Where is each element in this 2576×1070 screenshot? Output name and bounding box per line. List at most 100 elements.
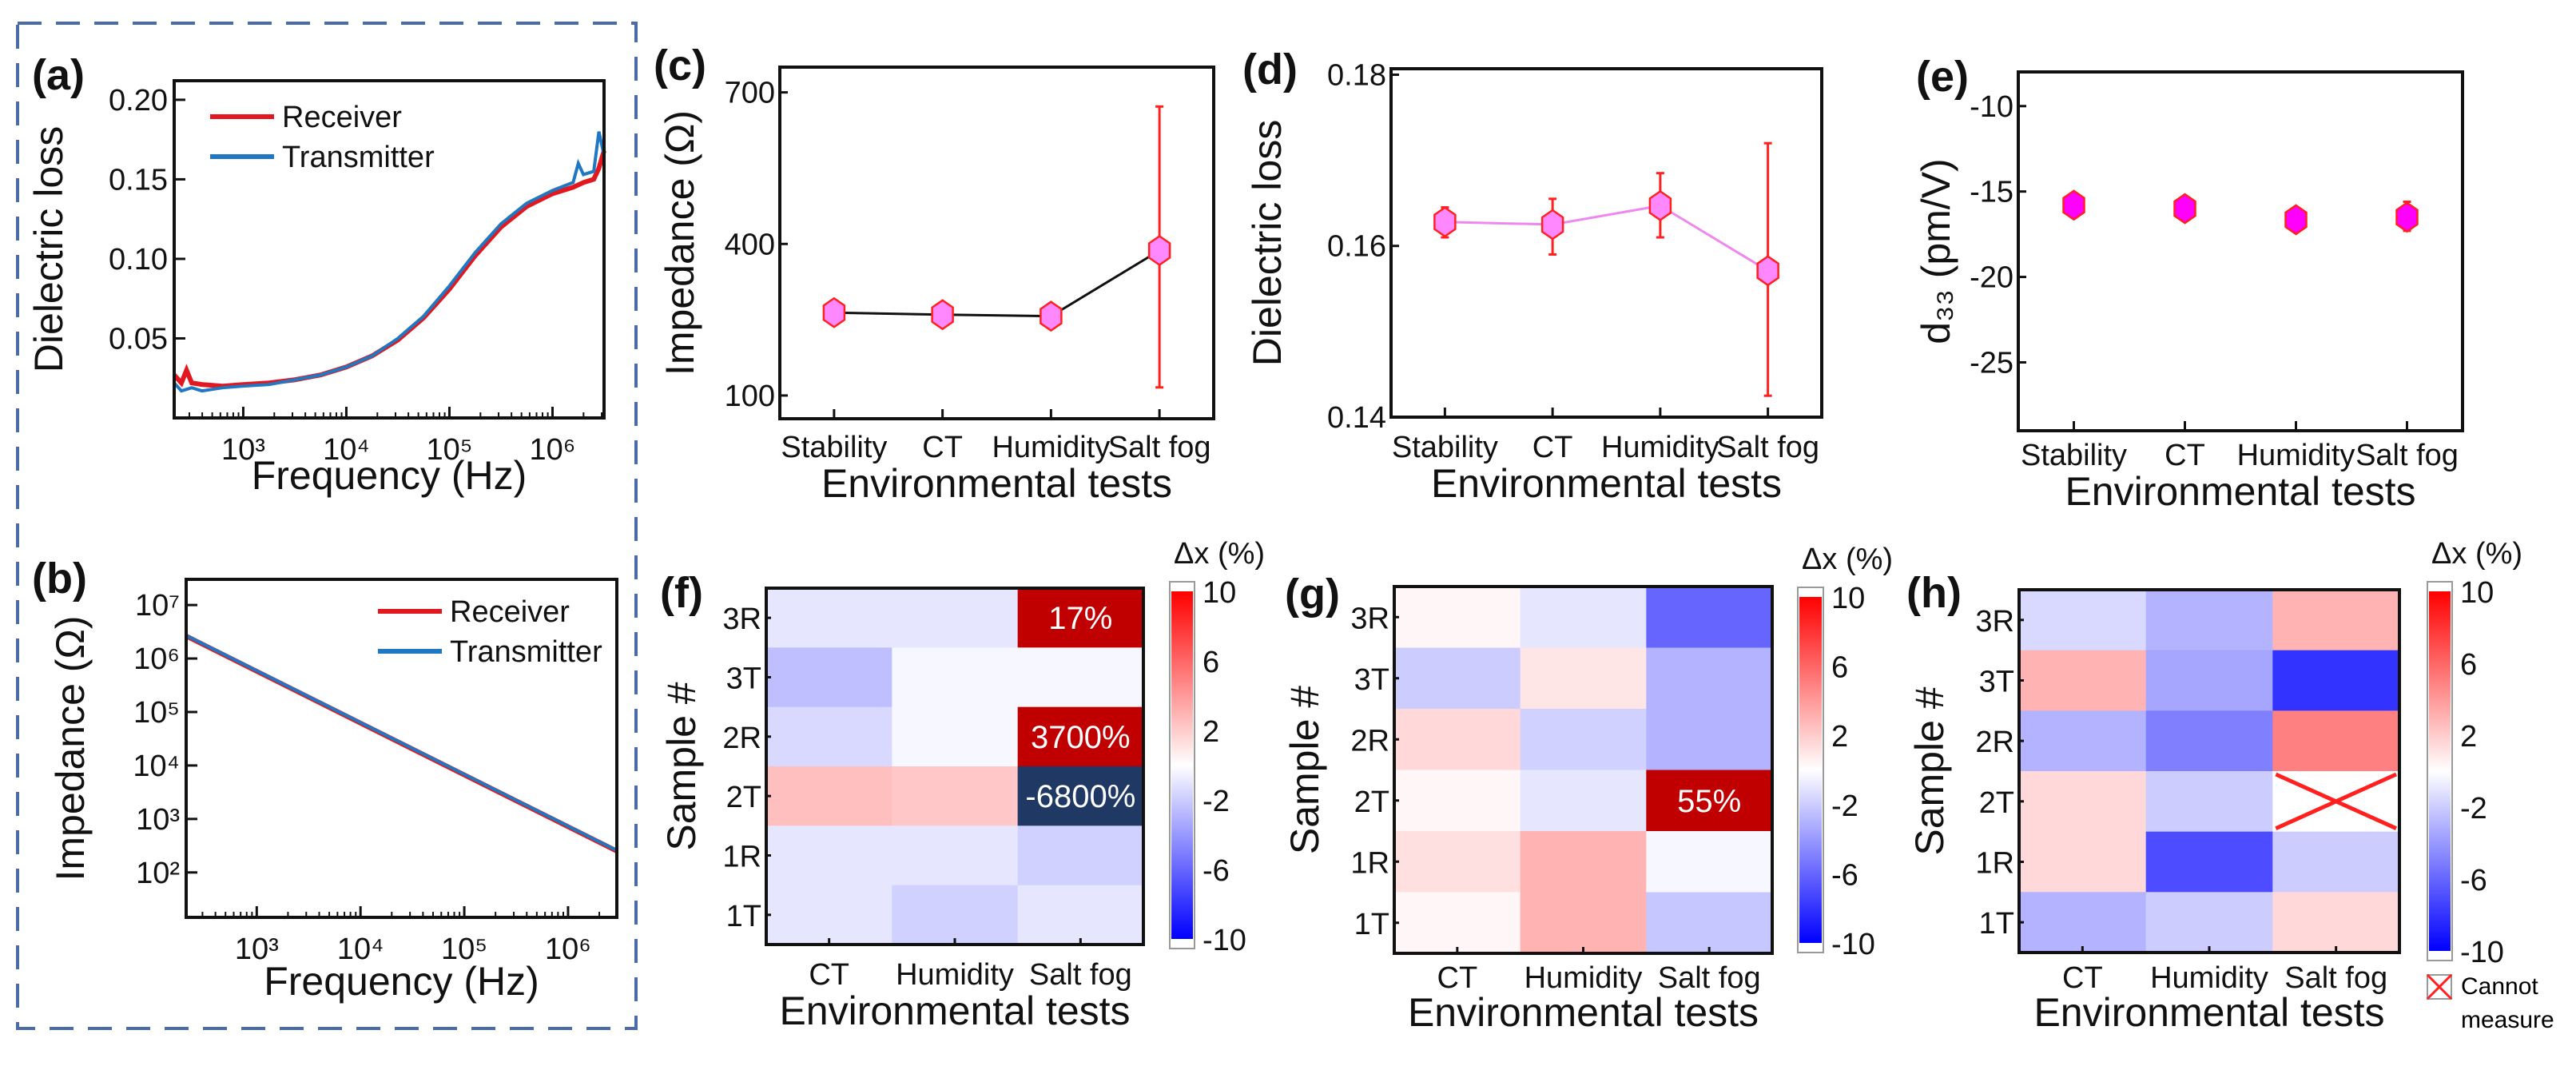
legend-label-transmitter: Transmitter (450, 635, 602, 669)
heatmap-cell (2145, 650, 2273, 711)
heatmap-cell (1520, 587, 1647, 648)
data-point-salt-fog (1756, 255, 1779, 287)
row-label-2t: 2T (1354, 786, 1389, 819)
data-point-humidity (1648, 189, 1672, 221)
x-tick-label: Salt fog (2355, 439, 2459, 472)
data-point-ct (1540, 209, 1564, 241)
column-label: Humidity (2150, 961, 2268, 995)
x-tick-label: 10⁴ (337, 933, 384, 966)
panel-label-b: (b) (32, 555, 87, 603)
plot-frame-a (173, 79, 606, 420)
y-axis-title-g: Sample # (1282, 686, 1327, 854)
cell-annotation: 55% (1677, 784, 1741, 819)
heatmap-cell (1520, 770, 1647, 832)
legend-label-receiver: Receiver (282, 101, 402, 134)
heatmap-cell (1394, 892, 1521, 954)
x-axis-title-b: Frequency (Hz) (264, 959, 539, 1004)
y-tick-label: -15 (1970, 176, 2013, 209)
column-label: Humidity (896, 958, 1014, 992)
series-line-receiver (172, 149, 606, 389)
heatmap-cell (1394, 831, 1521, 893)
column-label: Salt fog (2284, 961, 2387, 995)
heatmap-cell (2019, 710, 2147, 772)
column-label: CT (809, 958, 849, 992)
heatmap-cell (1520, 709, 1647, 770)
heatmap-cell (766, 766, 892, 826)
data-point-humidity (1040, 300, 1063, 332)
heatmap-cell (1646, 892, 1773, 954)
heatmap-cell (1017, 885, 1144, 945)
data-point-stability (1433, 206, 1457, 238)
data-point-humidity (2284, 204, 2308, 236)
colorbar-tick-label: 10 (2460, 576, 2494, 610)
data-point-stability (2062, 189, 2085, 221)
panel-label-e: (e) (1916, 53, 1969, 101)
row-label-1t: 1T (1979, 907, 2014, 941)
heatmap-cell (1520, 647, 1647, 710)
data-point-salt-fog (2395, 201, 2419, 233)
x-tick-label: CT (2165, 439, 2205, 472)
x-tick-label: 10⁵ (441, 933, 487, 966)
heatmap-cell (766, 825, 892, 886)
x-tick-label: Humidity (992, 431, 1110, 464)
connecting-line (1445, 204, 1769, 272)
y-tick-label: 0.05 (109, 322, 168, 356)
legend-label-transmitter: Transmitter (282, 141, 435, 174)
row-label-3r: 3R (1350, 602, 1389, 635)
row-label-3t: 3T (1979, 666, 2014, 699)
heatmap-cell (892, 647, 1019, 708)
row-label-2r: 2R (722, 722, 761, 755)
x-tick-label: Humidity (1601, 431, 1719, 464)
y-axis-title-b: Impedance (Ω) (48, 616, 93, 881)
plot-frame-e (2017, 70, 2464, 432)
x-tick-label: 10⁶ (545, 933, 591, 966)
column-label: Salt fog (1658, 961, 1761, 995)
colorbar-tick-label: -6 (1831, 858, 1858, 892)
heatmap-cell (1646, 647, 1773, 710)
heatmap-cell (1017, 647, 1144, 708)
row-label-3r: 3R (722, 603, 761, 636)
x-tick-label: 10³ (221, 433, 265, 467)
y-tick-label: 0.10 (109, 243, 168, 276)
colorbar (2429, 591, 2451, 951)
connecting-line (833, 249, 1160, 318)
row-label-1t: 1T (1354, 908, 1389, 941)
y-axis-title-e: d₃₃ (pm/V) (1914, 158, 1958, 344)
heatmap-cell (1646, 831, 1773, 893)
heatmap-cell (892, 766, 1019, 826)
heatmap-cell (2019, 831, 2147, 893)
panel-label-d: (d) (1242, 46, 1298, 93)
row-label-1r: 1R (722, 841, 761, 874)
row-label-3r: 3R (1975, 605, 2014, 638)
heatmap-cell (1520, 892, 1647, 954)
column-label: Humidity (1525, 961, 1643, 995)
y-tick-label: -10 (1970, 90, 2013, 124)
y-tick-label: 700 (725, 77, 775, 110)
x-axis-title-a: Frequency (Hz) (252, 453, 527, 498)
x-tick-label: 10⁴ (323, 433, 370, 467)
x-axis-title-c: Environmental tests (821, 461, 1172, 506)
colorbar-tick-label: -2 (1831, 790, 1858, 823)
panel-b: 10³ 10⁴ 10⁵ 10⁶ 10² 10³ 10⁴ 10⁵ 10⁶ 10⁷ Frequency … (48, 578, 618, 1004)
y-tick-label: 10⁶ (133, 642, 180, 676)
x-tick-label: CT (922, 431, 963, 464)
heatmap-cell (766, 647, 892, 708)
data-point-stability (822, 296, 846, 328)
heatmap-cell (2019, 771, 2147, 833)
heatmap-cell (1017, 825, 1144, 886)
y-tick-label: -20 (1970, 261, 2013, 295)
colorbar-tick-label: 6 (1831, 651, 1848, 685)
x-tick-label: 10⁶ (530, 433, 576, 467)
data-point-ct (2173, 193, 2196, 225)
x-tick-label: Salt fog (1716, 431, 1819, 464)
x-axis-title-f: Environmental tests (779, 988, 1130, 1033)
panel-f: 17% 3700% -6800% 3R 3T 2R 2T 1R 1T CT Humidity Salt… (659, 537, 1265, 1033)
row-label-2r: 2R (1350, 724, 1389, 758)
heatmap-cell (1017, 588, 1144, 648)
heatmap-cell (2272, 710, 2400, 772)
colorbar-tick-label: -10 (1831, 928, 1875, 961)
heatmap-cell (892, 588, 1019, 648)
heatmap-cell (2019, 892, 2147, 953)
